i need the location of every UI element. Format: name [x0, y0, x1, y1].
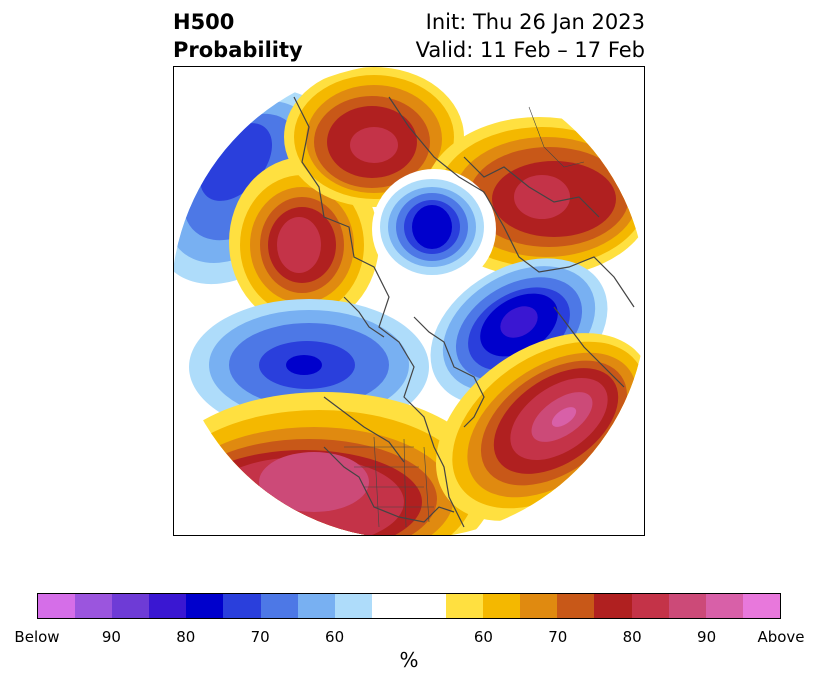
colorbar-below-cell [38, 594, 76, 618]
colorbar-below-cell [297, 594, 335, 618]
colorbar-above-cell [631, 594, 669, 618]
title-line-2: Probability [173, 38, 303, 62]
colorbar-tick-label: 70 [250, 628, 270, 646]
polar-below-anomaly [372, 169, 496, 289]
colorbar-below-cell [75, 594, 113, 618]
colorbar-tick-label: 80 [622, 628, 642, 646]
colorbar-tick-label: 90 [697, 628, 717, 646]
colorbar-unit: % [399, 648, 419, 672]
colorbar-tick-label: Above [757, 628, 805, 646]
polar-map-svg [174, 67, 644, 535]
colorbar-above-cell [668, 594, 706, 618]
colorbar-tick-label: 60 [325, 628, 345, 646]
colorbar-below-cell [112, 594, 150, 618]
colorbar-tick-label: 70 [548, 628, 568, 646]
colorbar-above-cell [705, 594, 743, 618]
colorbar-neutral-cell [371, 594, 447, 618]
probability-map [173, 66, 645, 536]
valid-range: Valid: 11 Feb – 17 Feb [415, 38, 645, 62]
colorbar-below-cell [149, 594, 187, 618]
colorbar-tick-label: 90 [101, 628, 121, 646]
init-date: Init: Thu 26 Jan 2023 [425, 10, 645, 34]
colorbar-above-cell [446, 594, 484, 618]
colorbar-tick-label: Below [14, 628, 60, 646]
colorbar-above-cell [520, 594, 558, 618]
colorbar-above-cell [742, 594, 780, 618]
colorbar-below-cell [186, 594, 224, 618]
colorbar-below-cell [334, 594, 372, 618]
colorbar-tick-label: 80 [176, 628, 196, 646]
coastlines [293, 96, 635, 528]
colorbar-above-cell [594, 594, 632, 618]
colorbar-above-cell [557, 594, 595, 618]
colorbar [37, 593, 781, 619]
colorbar-above-cell [483, 594, 521, 618]
colorbar-tick-label: 60 [473, 628, 493, 646]
title-line-1: H500 [173, 10, 235, 34]
chart-title: H500 Probability [173, 8, 303, 64]
forecast-dates: Init: Thu 26 Jan 2023 Valid: 11 Feb – 17… [416, 8, 645, 64]
colorbar-below-cell [260, 594, 298, 618]
colorbar-below-cell [223, 594, 261, 618]
